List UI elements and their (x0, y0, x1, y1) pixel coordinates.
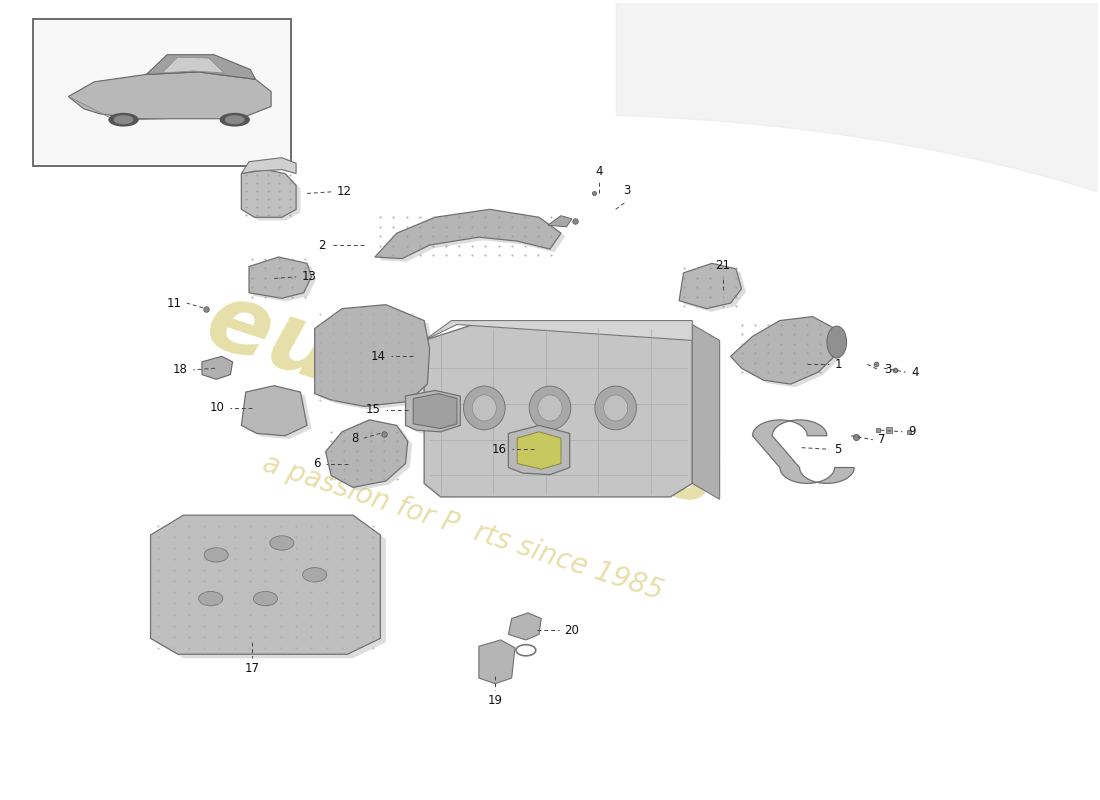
Ellipse shape (604, 395, 628, 421)
Text: 12: 12 (337, 186, 352, 198)
Ellipse shape (114, 116, 133, 123)
Polygon shape (752, 420, 855, 483)
Polygon shape (241, 158, 296, 174)
Polygon shape (241, 170, 296, 218)
Ellipse shape (827, 326, 847, 358)
Text: 2: 2 (318, 238, 326, 251)
Polygon shape (202, 356, 232, 379)
Ellipse shape (463, 386, 505, 430)
Ellipse shape (529, 386, 571, 430)
Ellipse shape (220, 114, 250, 126)
Text: 19: 19 (487, 694, 503, 707)
Text: 10: 10 (210, 402, 224, 414)
Polygon shape (315, 305, 430, 406)
Polygon shape (414, 394, 456, 429)
Ellipse shape (538, 395, 562, 421)
Bar (33, 18, 290, 166)
Polygon shape (162, 57, 224, 73)
Text: 16: 16 (492, 442, 506, 456)
Polygon shape (241, 386, 307, 436)
Polygon shape (478, 640, 515, 684)
Polygon shape (679, 263, 741, 309)
Text: 3: 3 (623, 185, 630, 198)
Ellipse shape (226, 116, 244, 123)
Polygon shape (253, 260, 316, 302)
Polygon shape (508, 426, 570, 474)
Polygon shape (151, 515, 381, 654)
Polygon shape (156, 519, 386, 658)
Polygon shape (730, 317, 835, 384)
Text: 11: 11 (166, 297, 182, 310)
Text: 6: 6 (312, 457, 320, 470)
Polygon shape (249, 257, 311, 298)
Polygon shape (692, 325, 719, 499)
Text: 1: 1 (835, 358, 843, 370)
Text: 7: 7 (878, 434, 886, 446)
Ellipse shape (205, 548, 228, 562)
Polygon shape (245, 389, 311, 439)
Ellipse shape (109, 114, 138, 126)
Ellipse shape (595, 386, 637, 430)
Text: 3: 3 (883, 363, 891, 376)
Text: a passion for P  rts since 1985: a passion for P rts since 1985 (258, 449, 667, 606)
Polygon shape (548, 216, 572, 227)
Text: 20: 20 (564, 624, 579, 637)
Polygon shape (735, 320, 839, 387)
Ellipse shape (302, 568, 327, 582)
Polygon shape (513, 429, 574, 478)
Polygon shape (375, 210, 561, 258)
Polygon shape (517, 432, 561, 469)
Text: 14: 14 (371, 350, 386, 363)
Text: 8: 8 (351, 432, 359, 445)
Text: 15: 15 (365, 403, 381, 416)
Polygon shape (425, 321, 692, 341)
Ellipse shape (270, 536, 294, 550)
Polygon shape (330, 423, 412, 490)
Polygon shape (146, 54, 255, 79)
Text: eur  c  res: eur c res (195, 274, 730, 526)
Ellipse shape (472, 395, 496, 421)
Text: 9: 9 (908, 426, 915, 438)
Polygon shape (406, 390, 460, 432)
Text: 21: 21 (715, 259, 730, 272)
Ellipse shape (253, 591, 277, 606)
Polygon shape (379, 213, 565, 262)
Text: 4: 4 (595, 165, 603, 178)
Text: 13: 13 (301, 270, 317, 283)
Polygon shape (245, 173, 300, 221)
Polygon shape (68, 72, 271, 118)
Polygon shape (326, 420, 408, 487)
Text: 5: 5 (835, 442, 842, 456)
Polygon shape (425, 325, 692, 497)
Text: 18: 18 (173, 363, 188, 376)
Polygon shape (683, 266, 746, 312)
Text: 17: 17 (245, 662, 260, 675)
Polygon shape (319, 308, 435, 410)
Polygon shape (410, 394, 464, 435)
Ellipse shape (199, 591, 223, 606)
Polygon shape (508, 613, 541, 640)
Text: 4: 4 (911, 366, 918, 378)
